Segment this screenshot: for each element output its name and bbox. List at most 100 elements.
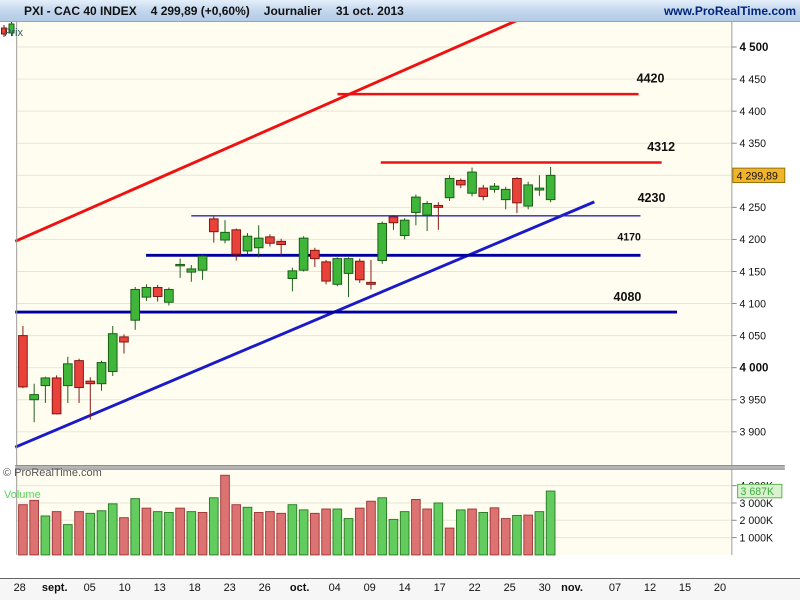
- candle-body-07/10: [343, 258, 354, 274]
- volume-bar-28/10: [512, 514, 522, 556]
- volume-bar-12/09: [152, 511, 163, 556]
- volume-bar-04/09: [85, 512, 96, 556]
- resistance-trendline[interactable]: [14, 22, 522, 243]
- volume-bar-09/10: [366, 500, 376, 556]
- volume-bar-29/10: [523, 514, 533, 556]
- candle-body-14/10: [399, 219, 410, 237]
- volume-bar-26/09: [265, 511, 275, 556]
- volume-bar-23/09: [231, 504, 242, 556]
- date-label: 22: [468, 582, 481, 594]
- candle-body-24/10: [489, 185, 500, 190]
- candle-body-23/09: [231, 229, 242, 255]
- volume-bar-05/09: [96, 510, 107, 556]
- date-label: sept.: [41, 582, 68, 594]
- volume-bar-09/09: [119, 517, 129, 556]
- volume-bar-27/09: [276, 512, 286, 556]
- volume-bar-18/09: [197, 512, 208, 556]
- level-label-4312: 4312: [647, 140, 675, 154]
- date-label: 26: [258, 582, 271, 594]
- volume-bar-27/08: [18, 504, 28, 556]
- date-label: 30: [538, 582, 551, 594]
- volume-bar-13/09: [164, 512, 174, 556]
- candle-body-23/10: [478, 187, 489, 197]
- candle-body-31/10: [545, 174, 556, 201]
- chart-header: PXI - CAC 40 INDEX 4 299,89 (+0,60%) Jou…: [0, 0, 800, 37]
- date-label: 18: [188, 582, 201, 594]
- volume-tick-label: 3 000K: [740, 498, 774, 510]
- candle-body-20/09: [220, 231, 230, 241]
- candle-body-16/10: [422, 203, 432, 216]
- candle-body-18/09: [197, 255, 208, 271]
- candle-body-24/09: [242, 235, 253, 252]
- candle-body-27/08: [18, 335, 28, 388]
- volume-bar-07/10: [343, 518, 354, 556]
- date-label: 17: [433, 582, 446, 594]
- date-label: oct.: [289, 582, 310, 594]
- volume-bar-23/10: [478, 512, 489, 556]
- candle-body-29/10: [523, 184, 533, 207]
- candle-body-02/10: [310, 249, 320, 260]
- date-label: 13: [153, 582, 166, 594]
- timeframe-label: Journalier: [263, 3, 322, 18]
- candle-body-11/09: [141, 287, 152, 298]
- volume-tick-label: 1 000K: [740, 532, 774, 544]
- price-and-volume-chart[interactable]: 4420 4312 4230 4170 4080 4 500 4 450 4 400 4 350…: [0, 22, 800, 578]
- candle-body-13/09: [164, 288, 174, 303]
- price-tick-label: 4 250: [740, 202, 767, 214]
- candle-body-29/08: [40, 377, 51, 387]
- volume-bar-11/10: [388, 518, 399, 556]
- volume-bar-30/10: [534, 511, 545, 556]
- level-label-4230: 4230: [638, 191, 666, 205]
- candle-body-28/08: [29, 394, 39, 401]
- price-tick-label: 4 500: [740, 42, 769, 54]
- volume-bar-21/10: [455, 509, 466, 556]
- panel-separator[interactable]: [15, 465, 785, 470]
- price-panel-background: [15, 22, 732, 466]
- candle-body-02/09: [63, 363, 73, 387]
- volume-bar-25/09: [253, 512, 264, 556]
- candle-body-30/10: [534, 187, 545, 191]
- price-tick-label: 4 150: [740, 266, 767, 278]
- candle-body-15/10: [411, 196, 421, 213]
- price-tick-label: 4 050: [740, 330, 767, 342]
- date-label: 20: [713, 582, 727, 594]
- candle-body-30/08: [51, 377, 62, 415]
- last-volume-badge: [737, 483, 783, 499]
- price-tick-label: 3 950: [740, 395, 767, 407]
- prorealtime-url[interactable]: www.ProRealTime.com: [663, 3, 796, 18]
- volume-bar-02/10: [310, 512, 320, 556]
- last-price-badge: [732, 167, 786, 184]
- volume-bar-28/08: [29, 499, 39, 556]
- volume-bar-30/08: [51, 511, 62, 556]
- last-price-badge-text: 4 299,89: [737, 171, 778, 183]
- volume-bar-24/10: [489, 507, 500, 556]
- price-panel-label: Prix: [4, 27, 23, 39]
- volume-bar-17/09: [186, 511, 197, 556]
- candle-body-08/10: [354, 260, 365, 281]
- price-tick-label: 4 400: [740, 106, 767, 118]
- volume-bar-06/09: [107, 503, 118, 556]
- candle-body-19/09: [208, 218, 219, 233]
- candle-body-25/10: [500, 188, 511, 201]
- last-volume-badge-text: 3 687K: [741, 486, 775, 498]
- date-label: 05: [83, 582, 96, 594]
- volume-bar-01/10: [298, 509, 309, 556]
- candle-body-01/10: [298, 237, 309, 271]
- support-trendline[interactable]: [14, 200, 595, 449]
- date-label: 28: [13, 582, 26, 594]
- date-axis[interactable]: 28 sept. 05 10 13 18 23 26 oct. 04 09 14 17 22 25 30 nov…: [0, 578, 800, 600]
- candle-body-17/10: [433, 204, 444, 208]
- candle-body-10/10: [377, 222, 388, 262]
- candle-body-11/10: [388, 216, 399, 224]
- candle-body-26/09: [265, 236, 275, 244]
- candlestick-icon: [1, 3, 20, 37]
- candle-body-25/09: [253, 237, 264, 249]
- volume-bar-20/09: [220, 474, 230, 556]
- volume-bar-22/10: [467, 508, 477, 556]
- date-label: 09: [363, 582, 376, 594]
- watermark: © ProRealTime.com: [3, 467, 102, 479]
- candle-body-06/09: [107, 333, 118, 373]
- volume-bar-02/09: [63, 524, 73, 556]
- date-label: 25: [503, 582, 516, 594]
- candle-body-16/09: [175, 263, 185, 267]
